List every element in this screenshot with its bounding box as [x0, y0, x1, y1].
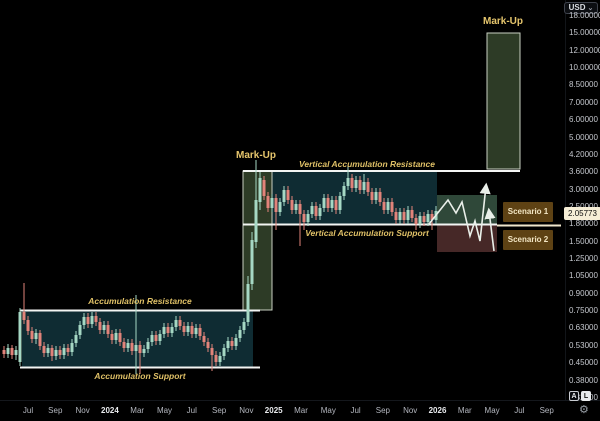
price-tick-label: 5.00000 [569, 132, 598, 142]
price-tick-label: 7.00000 [569, 97, 598, 107]
candlestick-chart[interactable] [0, 0, 565, 400]
price-tick-label: 12.00000 [569, 45, 600, 55]
price-tick-label: 0.63000 [569, 323, 598, 333]
price-tick-label: 1.05000 [569, 271, 598, 281]
time-tick-label: Nov [239, 406, 254, 415]
current-price-label: 2.05773 [564, 207, 600, 220]
time-tick-label: Jul [186, 406, 197, 415]
time-tick-label: May [320, 406, 336, 415]
time-tick-label: Mar [130, 406, 145, 415]
time-tick-label: Sep [539, 406, 554, 415]
currency-label: USD [568, 3, 586, 12]
time-tick-label: Jul [22, 406, 34, 415]
price-tick-label: 6.00000 [569, 115, 598, 125]
price-tick-label: 0.38000 [569, 375, 598, 385]
time-tick-label: Nov [75, 406, 90, 415]
vertical-accumulation-resistance-label[interactable]: Vertical Accumulation Resistance [299, 159, 435, 169]
time-tick-label: Sep [375, 406, 391, 415]
chevron-down-icon: ⌄ [587, 5, 594, 12]
price-tick-label: 1.50000 [569, 236, 598, 246]
time-tick-label: Jul [350, 406, 361, 415]
time-tick-label: Jul [514, 406, 525, 415]
accumulation-support-label[interactable]: Accumulation Support [94, 371, 186, 381]
vertical-accumulation-support-label[interactable]: Vertical Accumulation Support [305, 228, 429, 238]
markup-label-mid[interactable]: Mark-Up [236, 150, 277, 161]
price-tick-label: 0.53000 [569, 340, 598, 350]
price-tick-label: 1.25000 [569, 254, 598, 264]
price-tick-label: 4.20000 [569, 149, 598, 159]
time-tick-label: Nov [403, 406, 418, 415]
time-tick-label: May [484, 406, 500, 415]
time-tick-label: Sep [48, 406, 63, 415]
accumulation-resistance-label[interactable]: Accumulation Resistance [88, 296, 192, 306]
scenario-1-tag[interactable]: Scenario 1 [503, 202, 553, 222]
scenario-2-tag[interactable]: Scenario 2 [503, 230, 553, 250]
auto-scale-button[interactable]: A [569, 391, 579, 401]
time-tick-label: 2025 [264, 406, 283, 415]
time-tick-label: 2024 [100, 406, 119, 415]
time-tick-label: May [156, 406, 173, 415]
time-tick-label: 2026 [428, 406, 447, 415]
price-tick-label: 15.00000 [569, 28, 600, 38]
price-tick-label: 0.90000 [569, 288, 598, 298]
price-tick-label: 3.00000 [569, 184, 598, 194]
price-tick-label: 10.00000 [569, 63, 600, 73]
time-tick-label: Mar [294, 406, 308, 415]
price-tick-label: 0.75000 [569, 306, 598, 316]
price-tick-label: 2.50000 [569, 202, 600, 211]
chart-canvas[interactable]: Mark-Up Mark-Up Vertical Accumulation Re… [0, 0, 565, 400]
price-tick-label: 18.00000 [569, 11, 600, 20]
price-tick-label: 1.80000 [569, 219, 598, 229]
price-tick-label: 0.45000 [569, 358, 598, 368]
log-scale-button[interactable]: L [581, 391, 591, 401]
price-tick-label: 3.60000 [569, 167, 598, 177]
currency-selector[interactable]: USD ⌄ [564, 2, 598, 14]
time-axis[interactable]: Jul Sep Nov 2024 Mar May Jul Sep Nov 2025 Mar May Ju… [0, 400, 600, 421]
time-tick-label: Mar [457, 406, 472, 415]
price-tick-label: 8.50000 [569, 80, 598, 90]
settings-gear-icon[interactable]: ⚙ [579, 404, 589, 416]
time-tick-label: Sep [211, 406, 227, 415]
price-axis[interactable]: USD ⌄ 18.00000 15.00000 12.00000 10.00000 8.5… [564, 0, 600, 402]
markup-label-top[interactable]: Mark-Up [482, 16, 524, 27]
